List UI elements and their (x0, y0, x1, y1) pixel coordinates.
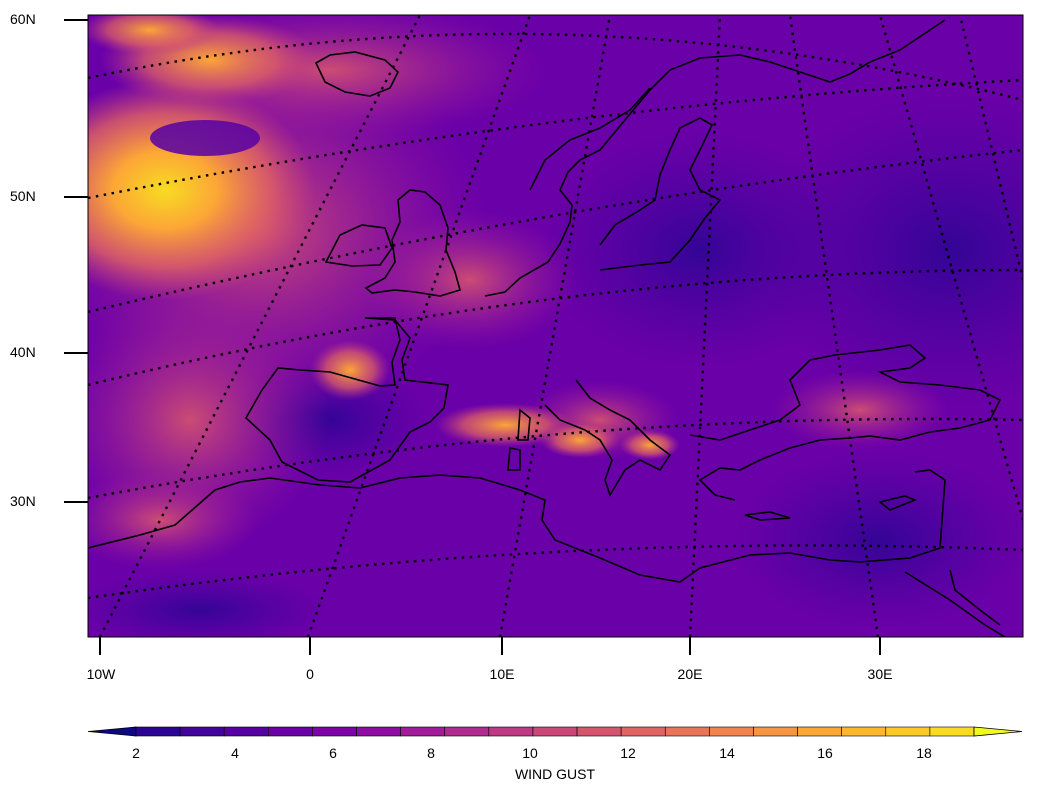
colorbar-tick: 4 (231, 745, 239, 761)
colorbar-box (532, 726, 578, 737)
colorbar-box (312, 726, 357, 737)
colorbar-box (664, 726, 710, 737)
lat-label-40n: 40N (10, 344, 36, 360)
colorbar-box (929, 726, 975, 737)
coastlines (88, 19, 1006, 637)
colorbar-box (179, 726, 225, 737)
lat-label-60n: 60N (10, 11, 36, 27)
colorbar-tick: 8 (427, 745, 435, 761)
colorbar-box (400, 726, 446, 737)
colorbar-box (135, 726, 181, 737)
colorbar-box (841, 726, 887, 737)
lon-label-30e: 30E (867, 666, 893, 682)
colorbar-tick: 10 (522, 745, 538, 761)
lon-label-10w: 10W (86, 666, 116, 682)
colorbar-box (356, 726, 401, 737)
colorbar (87, 726, 1023, 737)
colorbar-box (223, 726, 269, 737)
lon-label-0: 0 (306, 666, 314, 682)
colorbar-tick: 18 (916, 745, 932, 761)
colorbar-box (444, 726, 490, 737)
colorbar-tick: 16 (817, 745, 833, 761)
lat-label-30n: 30N (10, 493, 36, 509)
colorbar-box (620, 726, 666, 737)
colorbar-title: WIND GUST (514, 766, 596, 782)
lon-label-20e: 20E (677, 666, 703, 682)
colorbar-box (709, 726, 754, 737)
colorbar-tick: 2 (132, 745, 140, 761)
colorbar-box (488, 726, 534, 737)
colorbar-box (268, 726, 313, 737)
lat-label-50n: 50N (10, 188, 36, 204)
colorbar-extend-high (973, 726, 1023, 737)
colorbar-box (576, 726, 622, 737)
colorbar-tick: 14 (719, 745, 735, 761)
colorbar-tick: 6 (329, 745, 337, 761)
lon-label-10e: 10E (489, 666, 515, 682)
graticule (88, 15, 1023, 637)
wind-gust-field (88, 15, 1023, 637)
map-frame (87, 14, 1024, 638)
colorbar-box (797, 726, 842, 737)
colorbar-extend-low (87, 726, 137, 737)
colorbar-box (885, 726, 931, 737)
colorbar-tick: 12 (620, 745, 636, 761)
colorbar-box (753, 726, 798, 737)
axis-ticks (64, 19, 881, 655)
